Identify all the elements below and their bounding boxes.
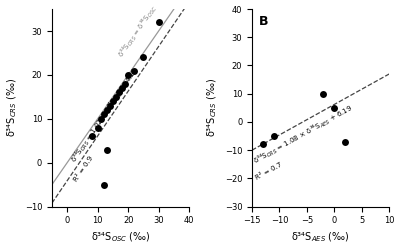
Point [107, 104, 113, 108]
Y-axis label: δ³⁴S$_{CRS}$ (‰): δ³⁴S$_{CRS}$ (‰) [206, 78, 219, 137]
Point [98, 117, 104, 121]
X-axis label: δ³⁴S$_{AES}$ (‰): δ³⁴S$_{AES}$ (‰) [291, 231, 350, 244]
Point [88, 134, 95, 138]
Text: B: B [259, 15, 268, 28]
Point [331, 106, 338, 110]
Text: δ³⁴S$_{CRS}$ = 1.08 × δ³⁴S$_{AES}$ + 6.19: δ³⁴S$_{CRS}$ = 1.08 × δ³⁴S$_{AES}$ + 6.1… [252, 103, 356, 167]
Point [156, 20, 162, 24]
Point [131, 68, 138, 72]
Point [113, 95, 119, 99]
Point [104, 148, 110, 152]
Point [122, 82, 128, 86]
Point [110, 99, 116, 103]
Point [140, 55, 146, 59]
Point [116, 90, 122, 94]
Point [104, 108, 110, 112]
Point [94, 126, 101, 130]
Text: δ³⁴S$_{CRS}$ = 1.02 × δ³⁴S$_{OSC}$ − 4.11: δ³⁴S$_{CRS}$ = 1.02 × δ³⁴S$_{OSC}$ − 4.1… [68, 65, 142, 165]
Point [320, 92, 326, 96]
Point [125, 73, 131, 77]
Point [260, 142, 266, 146]
Text: R² = 0.9: R² = 0.9 [73, 155, 94, 182]
Text: R² = 0.7: R² = 0.7 [254, 162, 283, 181]
X-axis label: δ³⁴S$_{OSC}$ (‰): δ³⁴S$_{OSC}$ (‰) [91, 231, 150, 244]
Point [100, 112, 107, 116]
Point [271, 134, 277, 138]
Point [119, 86, 125, 90]
Point [100, 182, 107, 186]
Point [342, 140, 348, 144]
Text: δ³⁴S$_{CRS}$ = δ³⁴S$_{OSC}$: δ³⁴S$_{CRS}$ = δ³⁴S$_{OSC}$ [116, 2, 160, 59]
Y-axis label: δ³⁴S$_{CRS}$ (‰): δ³⁴S$_{CRS}$ (‰) [6, 78, 19, 137]
